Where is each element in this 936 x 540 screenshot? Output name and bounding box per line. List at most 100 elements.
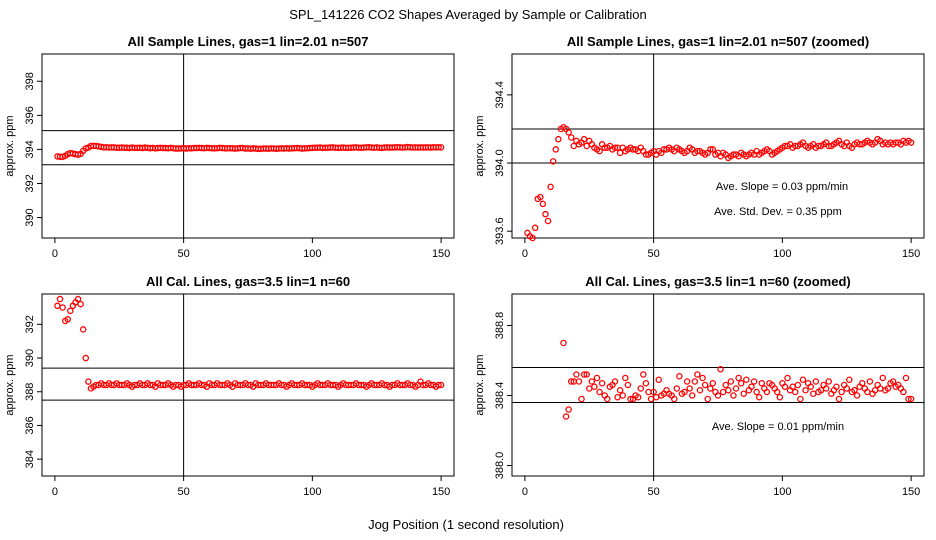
data-point (802, 386, 809, 394)
data-point (722, 381, 729, 389)
data-point (843, 385, 851, 392)
data-point (552, 146, 560, 153)
plot-frame (511, 53, 925, 239)
data-point (670, 395, 678, 403)
data-point (681, 388, 688, 396)
data-point (67, 307, 74, 315)
data-point (833, 383, 840, 390)
data-point (611, 378, 619, 385)
data-point (593, 374, 601, 382)
plot-frame (41, 293, 455, 477)
x-tick-label: 50 (648, 248, 660, 260)
data-point (866, 378, 874, 385)
x-tick-label: 0 (52, 248, 58, 260)
y-tick-label: 396 (24, 106, 36, 124)
data-point (686, 385, 693, 392)
plot-frame (41, 53, 455, 239)
y-tick-label: 398 (24, 72, 36, 90)
y-axis-label: approx. ppm (474, 354, 486, 415)
data-point (640, 371, 647, 378)
data-point (542, 210, 549, 218)
data-point (851, 386, 858, 394)
data-point (583, 142, 590, 150)
data-point (858, 379, 866, 387)
data-point (707, 146, 714, 153)
data-point (575, 378, 583, 385)
data-point (812, 378, 820, 385)
data-points (54, 295, 445, 392)
data-point (730, 392, 737, 399)
data-point (77, 300, 84, 308)
panel-title: All Sample Lines, gas=1 lin=2.01 n=507 (128, 34, 369, 49)
data-point (835, 395, 843, 403)
x-tick-label: 0 (52, 486, 58, 498)
data-point (846, 376, 853, 383)
panel-title: All Cal. Lines, gas=3.5 lin=1 n=60 (zoom… (585, 274, 851, 289)
data-point (676, 372, 683, 380)
y-tick-label: 388.4 (494, 382, 506, 410)
panel-annotation: Ave. Slope = 0.03 ppm/min (716, 181, 848, 193)
panel-title: All Sample Lines, gas=1 lin=2.01 n=507 (… (567, 34, 869, 49)
data-points (524, 124, 915, 242)
data-point (567, 378, 575, 385)
data-point (691, 378, 699, 385)
data-point (567, 134, 575, 141)
data-point (673, 385, 681, 392)
data-point (709, 379, 717, 387)
data-point (822, 385, 830, 392)
data-point (781, 383, 789, 390)
y-tick-label: 386 (24, 416, 36, 434)
x-tick-label: 100 (773, 248, 791, 260)
data-point (704, 395, 711, 403)
data-point (64, 316, 72, 323)
data-point (596, 388, 603, 396)
panel-annotation: Ave. Slope = 0.01 ppm/min (712, 421, 844, 433)
data-point (902, 374, 910, 382)
figure-xlabel: Jog Position (1 second resolution) (368, 517, 564, 532)
y-tick-label: 393.6 (494, 217, 506, 245)
chart-panel-3: All Cal. Lines, gas=3.5 lin=1 n=60 0 50 100… (4, 274, 455, 498)
data-point (743, 376, 750, 383)
y-tick-label: 390 (24, 208, 36, 226)
panel-annotation: Ave. Std. Dev. = 0.35 ppm (714, 206, 842, 218)
data-point (853, 392, 861, 399)
x-tick-label: 150 (902, 248, 920, 260)
chart-panels: All Sample Lines, gas=1 lin=2.01 n=507 0 5… (4, 34, 925, 498)
data-point (905, 395, 912, 403)
data-point (555, 135, 562, 143)
data-point (755, 393, 763, 401)
data-point (838, 388, 845, 396)
data-point (642, 379, 650, 387)
data-point (435, 143, 442, 151)
data-point (537, 193, 544, 201)
data-point (634, 393, 642, 401)
y-axis-label: approx. ppm (474, 115, 486, 176)
data-point (580, 371, 588, 378)
data-point (562, 413, 570, 420)
x-tick-label: 100 (773, 486, 791, 498)
data-point (54, 302, 61, 310)
data-point (750, 378, 758, 385)
y-tick-label: 388.8 (494, 312, 506, 340)
figure-title: SPL_141226 CO2 Shapes Averaged by Sample… (289, 7, 647, 22)
data-point (740, 390, 748, 397)
data-point (650, 388, 657, 396)
x-tick-label: 50 (178, 486, 190, 498)
y-tick-label: 392 (24, 315, 36, 333)
data-point (907, 395, 915, 403)
y-tick-label: 392 (24, 174, 36, 192)
data-point (437, 381, 445, 389)
data-point (699, 374, 706, 382)
data-point (586, 385, 593, 392)
data-point (900, 388, 907, 396)
data-point (694, 371, 701, 378)
data-point (85, 378, 92, 385)
data-point (531, 224, 539, 232)
data-point (565, 406, 572, 413)
data-point (784, 374, 791, 382)
data-point (435, 381, 442, 389)
data-point (696, 386, 704, 394)
x-tick-label: 50 (178, 248, 190, 260)
chart-panel-2: All Sample Lines, gas=1 lin=2.01 n=507 (… (474, 34, 925, 260)
data-point (794, 381, 802, 389)
